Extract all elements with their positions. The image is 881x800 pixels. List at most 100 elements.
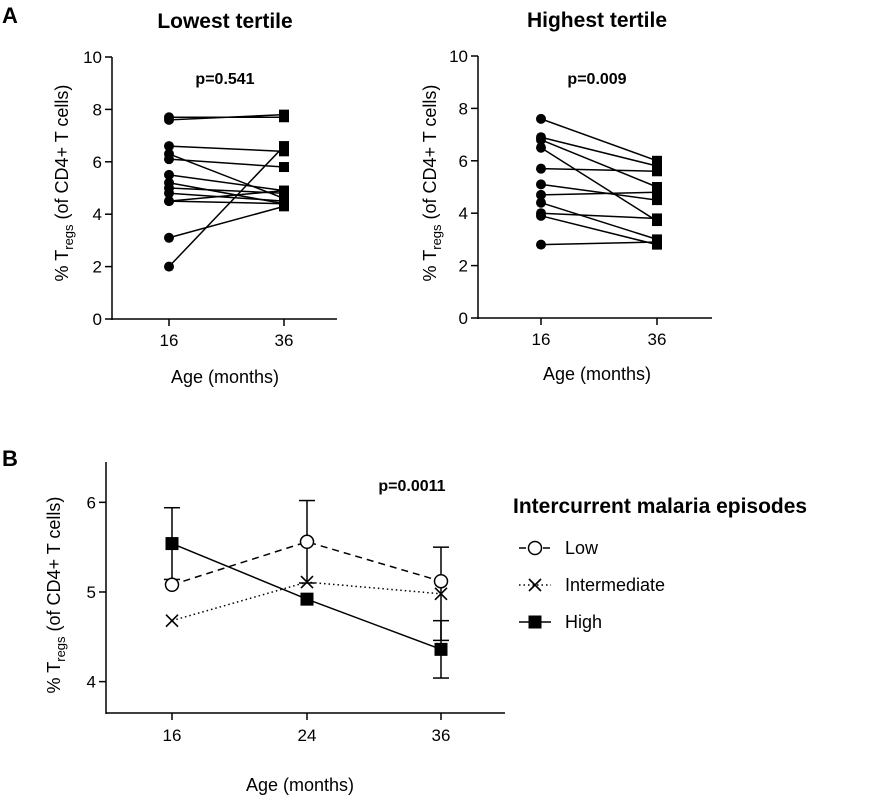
point-age-16: [536, 239, 546, 250]
y-tick-label: 6: [93, 153, 102, 172]
subject-line: [540, 147, 658, 222]
x-tick-label: 36: [432, 726, 451, 745]
legend-marker: [528, 615, 542, 629]
subject-line: [540, 167, 658, 173]
point-age-16: [536, 142, 546, 153]
chart-highest-tertile: Highest tertile p=0.009 Age (months) % T…: [420, 9, 712, 384]
subject-line: [168, 205, 285, 239]
point-age-16: [164, 196, 174, 207]
p-value-annotation: p=0.0011: [378, 478, 445, 495]
subject-line: [168, 192, 285, 202]
x-tick-label: 16: [163, 726, 182, 745]
y-tick-label: 10: [83, 48, 102, 67]
subject-line: [540, 139, 658, 188]
point-age-16: [536, 113, 546, 124]
point-age-16: [536, 189, 546, 200]
subject-line: [168, 145, 285, 153]
point-age-36: [652, 213, 662, 224]
x-axis-label: Age (months): [543, 364, 651, 384]
point-age-16: [536, 134, 546, 145]
legend-label: Low: [565, 538, 599, 558]
panel-b-letter: B: [2, 446, 18, 471]
chart-title: Lowest tertile: [157, 10, 292, 33]
point-low: [299, 534, 315, 550]
y-tick-label: 2: [93, 258, 102, 277]
point-age-36: [652, 182, 662, 192]
chart-title: Highest tertile: [527, 9, 667, 32]
y-tick-label: 4: [93, 205, 102, 224]
subject-line: [168, 189, 285, 202]
subject-line: [168, 174, 285, 192]
subject-line: [540, 215, 658, 246]
legend-label: Intermediate: [565, 575, 665, 595]
x-tick-label: 24: [298, 726, 317, 745]
x-tick-label: 16: [160, 331, 179, 350]
point-age-36: [652, 161, 662, 172]
point-high: [434, 642, 448, 656]
subject-line: [168, 113, 285, 121]
y-tick-label: 4: [87, 673, 96, 692]
y-tick-label: 6: [459, 152, 468, 171]
legend-marker: [527, 540, 543, 556]
point-age-36: [279, 146, 289, 157]
point-age-16: [164, 154, 174, 165]
y-tick-label: 4: [459, 204, 468, 223]
x-tick-label: 16: [532, 330, 551, 349]
point-age-36: [279, 201, 289, 212]
x-axis-label: Age (months): [246, 775, 354, 795]
legend-marker: [528, 578, 542, 592]
legend-title: Intercurrent malaria episodes: [513, 495, 807, 518]
p-value-annotation: p=0.009: [567, 71, 626, 88]
y-tick-label: 8: [93, 100, 102, 119]
point-age-16: [536, 163, 546, 174]
y-tick-label: 5: [87, 583, 96, 602]
y-tick-label: 10: [449, 47, 468, 66]
subject-line: [540, 241, 658, 246]
point-age-36: [279, 141, 289, 152]
point-high: [300, 592, 314, 606]
point-age-36: [279, 162, 289, 173]
y-tick-label: 6: [87, 493, 96, 512]
point-age-16: [536, 210, 546, 221]
subject-line: [540, 118, 658, 162]
point-intermediate: [165, 614, 179, 628]
x-tick-label: 36: [275, 331, 294, 350]
series-line-low: [171, 540, 442, 586]
point-age-36: [652, 195, 662, 206]
y-tick-label: 8: [459, 99, 468, 118]
y-tick-label: 2: [459, 257, 468, 276]
point-low: [164, 577, 180, 593]
subject-line: [540, 212, 658, 220]
point-age-16: [536, 197, 546, 208]
subject-line: [540, 136, 658, 167]
subject-line: [540, 183, 658, 201]
p-value-annotation: p=0.541: [195, 71, 254, 88]
point-age-36: [652, 237, 662, 248]
y-tick-label: 0: [93, 310, 102, 329]
x-tick-label: 36: [648, 330, 667, 349]
point-age-16: [164, 232, 174, 243]
subject-line: [168, 200, 285, 205]
chart-malaria-episodes: p=0.0011 Age (months) % Tregs (of CD4+ T…: [44, 462, 807, 795]
point-high: [165, 537, 179, 551]
point-age-16: [164, 169, 174, 180]
point-intermediate: [434, 587, 448, 601]
chart-lowest-tertile: Lowest tertile p=0.541 Age (months) % Tr…: [52, 10, 337, 387]
y-tick-label: 0: [459, 309, 468, 328]
point-age-16: [536, 179, 546, 190]
point-age-36: [652, 155, 662, 166]
subject-line: [540, 191, 658, 196]
point-age-16: [164, 188, 174, 199]
y-axis-label: % Tregs (of CD4+ T cells): [420, 85, 444, 282]
legend: Low Intermediate High: [519, 538, 665, 632]
point-age-16: [164, 114, 174, 125]
panel-a-letter: A: [2, 3, 18, 28]
subject-line: [168, 145, 285, 268]
point-age-36: [279, 185, 289, 196]
legend-label: High: [565, 612, 602, 632]
point-age-16: [164, 141, 174, 152]
x-axis-label: Age (months): [171, 367, 279, 387]
subject-line: [168, 153, 285, 200]
point-age-36: [279, 109, 289, 120]
